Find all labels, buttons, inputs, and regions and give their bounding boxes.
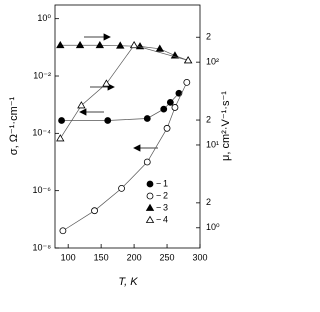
y2-tick-label: 2 — [206, 32, 211, 42]
y2-tick-label: 2 — [206, 197, 211, 207]
y-axis-title: σ, Ω⁻¹·cm⁻¹ — [8, 96, 20, 155]
chart: σ, Ω⁻¹·cm⁻¹ μ, cm²·V⁻¹·s⁻¹ T, K 100 150 20… — [8, 4, 232, 288]
x-tick-label: 100 — [61, 252, 76, 262]
marker — [75, 40, 85, 49]
marker — [143, 158, 151, 166]
x-tick-label: 200 — [127, 252, 142, 262]
marker — [58, 117, 65, 124]
legend-label: 4 — [163, 214, 168, 224]
marker — [170, 51, 180, 59]
marker — [56, 40, 65, 49]
marker — [95, 40, 105, 49]
y-tick-label: 10⁻⁸ — [32, 242, 51, 252]
marker — [116, 41, 125, 49]
marker — [56, 134, 65, 142]
marker — [129, 40, 139, 49]
arrows — [79, 33, 158, 152]
x-tick-label: 150 — [94, 252, 109, 262]
x-tick-label: 300 — [192, 252, 207, 262]
y2-tick-label: 2 — [206, 114, 211, 124]
legend-dash: − — [156, 202, 161, 212]
plot-frame — [54, 4, 201, 249]
marker — [145, 215, 155, 223]
marker — [77, 101, 86, 109]
series-line — [60, 44, 189, 61]
x-axis-title: T, K — [118, 276, 138, 288]
y2-tick-label: 10¹ — [206, 139, 219, 149]
legend-dash: − — [156, 178, 161, 188]
legend-label: 1 — [163, 178, 168, 188]
y-tick-label: 10⁻² — [33, 70, 51, 80]
marker — [143, 115, 151, 122]
marker — [183, 78, 191, 86]
y-tick-label: 10⁰ — [37, 13, 51, 23]
marker — [160, 105, 168, 113]
legend-dash: − — [156, 190, 161, 200]
marker — [183, 56, 193, 64]
marker — [104, 117, 112, 124]
marker — [118, 184, 125, 192]
marker — [146, 180, 154, 188]
y2-tick-label: 10⁰ — [206, 222, 220, 232]
marker — [163, 124, 171, 132]
legend-dash: − — [156, 214, 161, 224]
marker — [171, 104, 179, 111]
marker — [146, 192, 154, 200]
y-tick-label: 10⁻⁴ — [32, 128, 51, 138]
x-tick-label: 250 — [160, 252, 175, 262]
legend-label: 2 — [163, 190, 168, 200]
marker — [59, 227, 67, 235]
y2-axis-title: μ, cm²·V⁻¹·s⁻¹ — [220, 91, 232, 161]
marker — [155, 44, 164, 52]
y-tick-label: 10⁻⁶ — [33, 185, 52, 195]
marker — [166, 99, 174, 106]
series-line — [59, 44, 189, 139]
legend-label: 3 — [163, 202, 168, 212]
marker — [102, 79, 111, 87]
marker — [145, 203, 155, 211]
y2-tick-label: 10² — [206, 57, 219, 67]
marker — [91, 207, 98, 215]
